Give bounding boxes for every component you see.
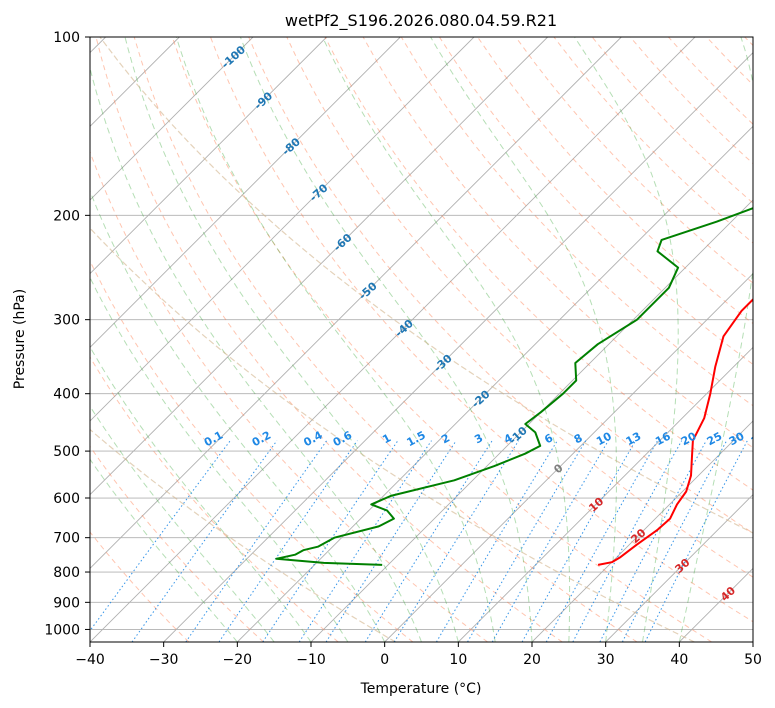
moist-adiabat-line	[90, 345, 312, 642]
x-tick-label: −20	[223, 652, 253, 668]
moist-adiabat-line	[574, 37, 679, 642]
y-tick-label: 500	[53, 444, 80, 460]
isotherm-line	[163, 52, 753, 642]
mixing-ratio-line	[298, 440, 432, 642]
mixing-ratio-line	[90, 440, 231, 632]
y-tick-label: 700	[53, 531, 80, 547]
dry-adiabat-line	[171, 37, 712, 642]
mixing-ratio-line	[131, 440, 278, 642]
dry-adiabat-line	[95, 37, 563, 642]
dry-adiabat-line	[90, 150, 488, 642]
y-tick-label: 800	[53, 565, 80, 581]
isotherm-line	[90, 37, 254, 201]
mixing-ratio-label: 10	[594, 429, 614, 448]
mixing-ratio-label: 25	[705, 430, 725, 449]
mixing-ratio-line	[262, 440, 399, 642]
x-tick-label: 50	[744, 652, 762, 668]
theta-e-line	[90, 428, 396, 642]
mixing-ratio-label: 36	[749, 429, 769, 448]
moist-adiabat-line	[90, 189, 386, 642]
x-tick-label: 30	[597, 652, 615, 668]
x-tick-label: 10	[449, 652, 467, 668]
moist-adiabat-line	[239, 37, 533, 642]
dry-adiabat-line	[400, 37, 753, 407]
mixing-ratio-label: 13	[624, 430, 644, 449]
x-tick-label: −30	[149, 652, 179, 668]
isotherm-line	[90, 37, 327, 275]
x-tick-label: 40	[670, 652, 688, 668]
chart-title: wetPf2_S196.2026.080.04.59.R21	[285, 11, 557, 31]
mixing-ratio-line	[364, 440, 493, 642]
dry-adiabat-line	[133, 37, 638, 642]
temperature-line	[597, 298, 753, 566]
moist-adiabat-line	[175, 37, 496, 642]
dry-adiabat-line	[90, 445, 264, 642]
mixing-ratio-line	[435, 440, 558, 642]
x-axis: −40 −30 −20 −10 0 10 20 30 40 50	[75, 642, 762, 668]
mixing-ratio-line	[521, 440, 637, 642]
x-tick-label: 0	[380, 652, 389, 668]
isotherm-line	[384, 273, 753, 642]
isotherm-line	[90, 37, 475, 422]
mixing-ratio-label: 16	[653, 429, 673, 448]
y-tick-label: 100	[53, 30, 80, 46]
mixing-ratio-line	[185, 440, 328, 642]
x-axis-label: Temperature (°C)	[360, 681, 482, 697]
moist-adiabat-line	[90, 405, 275, 642]
moist-adiabat-line	[678, 37, 753, 642]
dry-adiabat-line	[210, 37, 753, 623]
isotherm-line	[605, 494, 753, 642]
x-tick-label: −40	[75, 652, 105, 668]
dry-adiabat-line	[90, 356, 339, 642]
y-tick-label: 1000	[44, 622, 80, 638]
mixing-ratio-line	[491, 440, 609, 642]
mixing-ratio-line	[644, 440, 748, 642]
dry-adiabat-line	[286, 37, 753, 534]
sounding-series	[275, 207, 753, 566]
y-axis: 100 200 300 400 500 600 700 800 900 1000	[44, 30, 90, 638]
isotherm-line	[90, 37, 548, 496]
isotherm-line	[90, 37, 622, 569]
mixing-ratio-label: 20	[679, 429, 699, 448]
mixing-ratio-line	[393, 440, 520, 642]
dry-adiabat-line	[90, 259, 414, 642]
moist-adiabat-line	[90, 458, 238, 642]
dry-adiabat-line	[438, 37, 753, 366]
theta-e-line	[99, 37, 753, 534]
x-tick-label: −10	[296, 652, 326, 668]
moist-adiabat-line	[90, 276, 349, 642]
y-axis-label: Pressure (hPa)	[12, 289, 28, 389]
isotherm-line	[90, 37, 401, 348]
dry-adiabat-line	[515, 37, 753, 284]
dry-adiabat-line	[90, 531, 190, 642]
isotherm-line	[531, 420, 753, 642]
y-tick-label: 200	[53, 208, 80, 224]
isotherm-line	[458, 346, 753, 642]
dry-adiabat-line	[248, 37, 753, 578]
moist-adiabat-line	[322, 37, 571, 642]
background-reference-lines	[90, 37, 753, 642]
isotherm-line	[237, 125, 753, 642]
moist-adiabat-line	[90, 65, 422, 642]
y-tick-label: 300	[53, 313, 80, 329]
isotherm-line	[90, 37, 696, 642]
moist-adiabat-line	[124, 37, 459, 642]
dewpoint-line	[275, 207, 753, 566]
y-tick-label: 600	[53, 491, 80, 507]
y-tick-label: 900	[53, 595, 80, 611]
y-tick-label: 400	[53, 387, 80, 403]
mixing-ratio-line	[467, 440, 587, 642]
mixing-ratio-line	[545, 440, 659, 642]
x-tick-label: 20	[523, 652, 541, 668]
isotherm-line	[310, 199, 753, 642]
theta-e-line	[90, 227, 695, 642]
plot-frame	[89, 36, 754, 643]
mixing-ratio-label: 30	[727, 429, 747, 448]
